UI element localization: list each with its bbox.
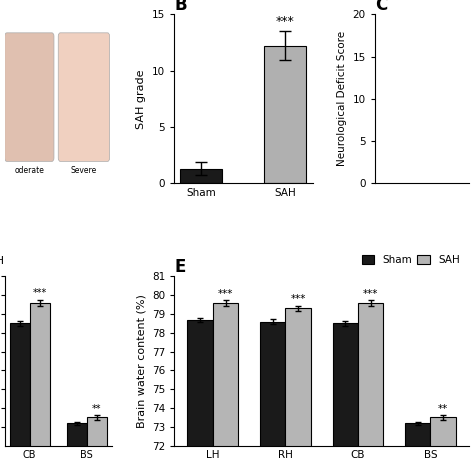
- Text: ***: ***: [33, 288, 47, 299]
- Text: ***: ***: [363, 289, 378, 299]
- Bar: [9, 323, 30, 474]
- Bar: [260, 321, 285, 474]
- Text: Severe: Severe: [71, 166, 97, 175]
- Text: **: **: [92, 403, 101, 414]
- Bar: [87, 418, 107, 474]
- Bar: [405, 423, 430, 474]
- Text: ***: ***: [276, 15, 295, 28]
- Text: E: E: [174, 258, 185, 276]
- Text: AH: AH: [0, 256, 5, 266]
- Bar: [358, 303, 383, 474]
- Bar: [30, 303, 50, 474]
- FancyBboxPatch shape: [5, 33, 54, 161]
- Bar: [430, 418, 456, 474]
- Text: ***: ***: [291, 294, 306, 304]
- Bar: [264, 46, 306, 183]
- Bar: [180, 169, 222, 183]
- Y-axis label: Neurological Deficit Score: Neurological Deficit Score: [337, 31, 347, 166]
- Legend: Sham, SAH: Sham, SAH: [357, 251, 464, 270]
- Y-axis label: SAH grade: SAH grade: [136, 69, 146, 128]
- Text: C: C: [375, 0, 387, 14]
- Text: ***: ***: [218, 289, 233, 299]
- FancyBboxPatch shape: [58, 33, 109, 161]
- Bar: [213, 303, 238, 474]
- Bar: [67, 423, 87, 474]
- Bar: [285, 309, 311, 474]
- Text: **: **: [438, 404, 448, 414]
- Y-axis label: Brain water content (%): Brain water content (%): [136, 294, 146, 428]
- Text: oderate: oderate: [14, 166, 44, 175]
- Text: B: B: [174, 0, 187, 14]
- Bar: [188, 319, 213, 474]
- Bar: [333, 323, 358, 474]
